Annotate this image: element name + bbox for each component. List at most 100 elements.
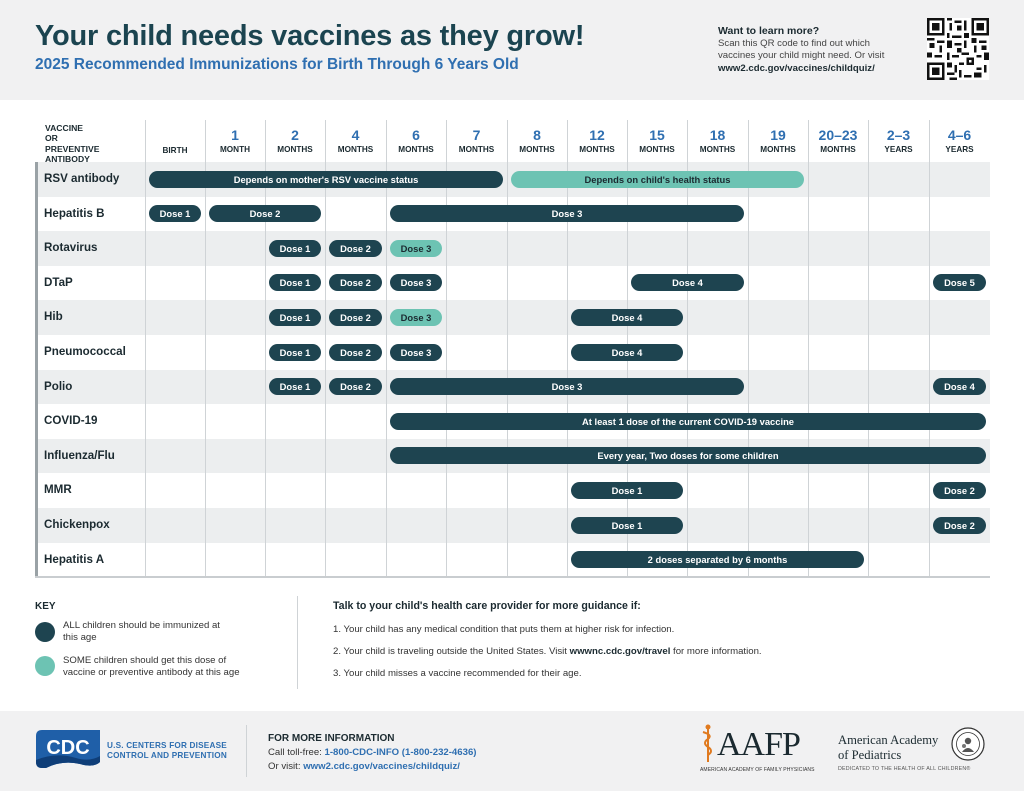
row-accent	[35, 196, 38, 232]
key-all-dot	[35, 622, 55, 642]
vaccine-row	[35, 508, 990, 543]
guidance-item-2: 2. Your child is traveling outside the U…	[333, 646, 762, 657]
dose-bar: Dose 3	[390, 274, 442, 292]
vaccine-row	[35, 542, 990, 578]
vaccine-name: Rotavirus	[44, 241, 98, 255]
row-accent	[35, 508, 38, 543]
learn-more-link[interactable]: www2.cdc.gov/vaccines/childquiz/	[718, 62, 875, 74]
age-unit: BIRTH	[162, 146, 188, 155]
header-banner	[0, 0, 1024, 100]
age-header: 8 MONTHS	[507, 126, 567, 154]
page-title: Your child needs vaccines as they grow!	[35, 20, 585, 52]
age-header: 20–23 MONTHS	[808, 126, 868, 154]
vaccine-row	[35, 196, 990, 232]
vaccine-name: RSV antibody	[44, 172, 120, 185]
vaccine-name: Chickenpox	[44, 518, 110, 531]
row-accent	[35, 265, 38, 301]
age-header: 4 MONTHS	[325, 126, 386, 154]
vaccine-column-header: VACCINE OR PREVENTIVE ANTIBODY	[45, 123, 100, 164]
age-number: 2–3	[886, 127, 911, 143]
age-unit: MONTHS	[277, 145, 313, 154]
column-divider	[446, 120, 447, 577]
row-accent	[35, 404, 38, 439]
age-number: 7	[472, 127, 481, 143]
row-accent	[35, 231, 38, 266]
column-divider	[265, 120, 266, 577]
dose-bar: Dose 3	[390, 343, 442, 361]
dose-bar: Dose 2	[329, 378, 382, 396]
age-header: 6 MONTHS	[386, 126, 446, 154]
age-unit: MONTHS	[458, 145, 495, 154]
section-divider	[297, 596, 298, 689]
age-number: 15	[649, 127, 665, 143]
cdc-logo-icon: CDC	[36, 730, 100, 768]
childquiz-link[interactable]: www2.cdc.gov/vaccines/childquiz/	[303, 761, 460, 772]
age-unit: YEARS	[884, 145, 913, 154]
dose-bar: Dose 4	[571, 343, 683, 361]
vaccine-row	[35, 231, 990, 266]
row-accent	[35, 162, 38, 197]
aafp-logo-text: AAFP	[717, 726, 801, 763]
vaccine-name: MMR	[44, 483, 72, 497]
column-divider	[868, 120, 869, 577]
row-accent	[35, 438, 38, 474]
dose-bar: Dose 1	[269, 274, 321, 292]
dose-bar: Dose 1	[571, 481, 683, 499]
dose-bar: Dose 4	[933, 378, 986, 396]
column-divider	[748, 120, 749, 577]
phone-link[interactable]: 1-800-CDC-INFO (1-800-232-4636)	[324, 747, 477, 758]
age-number: 6	[412, 127, 420, 143]
dose-bar: Dose 3	[390, 378, 744, 396]
dose-bar: Dose 4	[631, 274, 744, 292]
dose-bar: Dose 2	[329, 308, 382, 326]
aafp-subtitle: AMERICAN ACADEMY OF FAMILY PHYSICIANS	[700, 767, 815, 773]
visit-line: Or visit: www2.cdc.gov/vaccines/childqui…	[268, 761, 460, 772]
age-header: 7 MONTHS	[446, 126, 507, 154]
column-divider	[808, 120, 809, 577]
age-unit: MONTHS	[579, 145, 615, 154]
age-unit: MONTHS	[519, 145, 555, 154]
key-title: KEY	[35, 601, 56, 612]
dose-bar: Dose 4	[571, 308, 683, 326]
row-accent	[35, 300, 38, 335]
column-divider	[567, 120, 568, 577]
key-some-dot	[35, 656, 55, 676]
dose-bar: At least 1 dose of the current COVID-19 …	[390, 412, 986, 430]
age-number: 12	[589, 127, 605, 143]
age-unit: MONTH	[219, 145, 250, 154]
dose-bar: Dose 2	[329, 239, 382, 257]
age-number: 4	[351, 127, 360, 143]
age-header: 1 MONTH	[205, 126, 265, 154]
row-accent	[35, 335, 38, 370]
column-divider	[507, 120, 508, 577]
dose-bar: Depends on mother's RSV vaccine status	[149, 170, 503, 188]
travel-link[interactable]: wwwnc.cdc.gov/travel	[569, 646, 671, 657]
vaccine-name: Hib	[44, 310, 63, 324]
age-unit: MONTHS	[760, 145, 796, 154]
dose-bar: Dose 5	[933, 274, 986, 292]
age-header: 2 MONTHS	[265, 126, 325, 154]
caduceus-icon	[702, 724, 712, 762]
learn-more-text-2: vaccines your child might need. Or visit	[718, 50, 885, 61]
age-number: 1	[231, 127, 239, 143]
vaccine-name: Polio	[44, 379, 73, 393]
vaccine-name: Hepatitis B	[44, 206, 105, 220]
age-unit: MONTHS	[337, 145, 374, 154]
age-header: 15 MONTHS	[627, 126, 687, 154]
qr-code-icon[interactable]	[927, 18, 989, 80]
aap-name: American Academy of Pediatrics	[838, 733, 939, 762]
dose-bar: Depends on child's health status	[511, 170, 804, 188]
dose-bar: Dose 3	[390, 205, 744, 223]
dose-bar: Dose 1	[269, 378, 321, 396]
age-header: BIRTH	[145, 126, 205, 155]
dose-bar: Dose 3	[390, 308, 442, 326]
column-divider	[145, 120, 146, 577]
learn-more-box: Want to learn more? Scan this QR code to…	[718, 25, 918, 75]
age-header: 19 MONTHS	[748, 126, 808, 154]
vaccine-row	[35, 404, 990, 439]
age-number: 4–6	[947, 127, 972, 143]
vaccine-row	[35, 265, 990, 301]
vaccine-row	[35, 300, 990, 335]
more-info-title: FOR MORE INFORMATION	[268, 733, 395, 744]
column-divider	[205, 120, 206, 577]
